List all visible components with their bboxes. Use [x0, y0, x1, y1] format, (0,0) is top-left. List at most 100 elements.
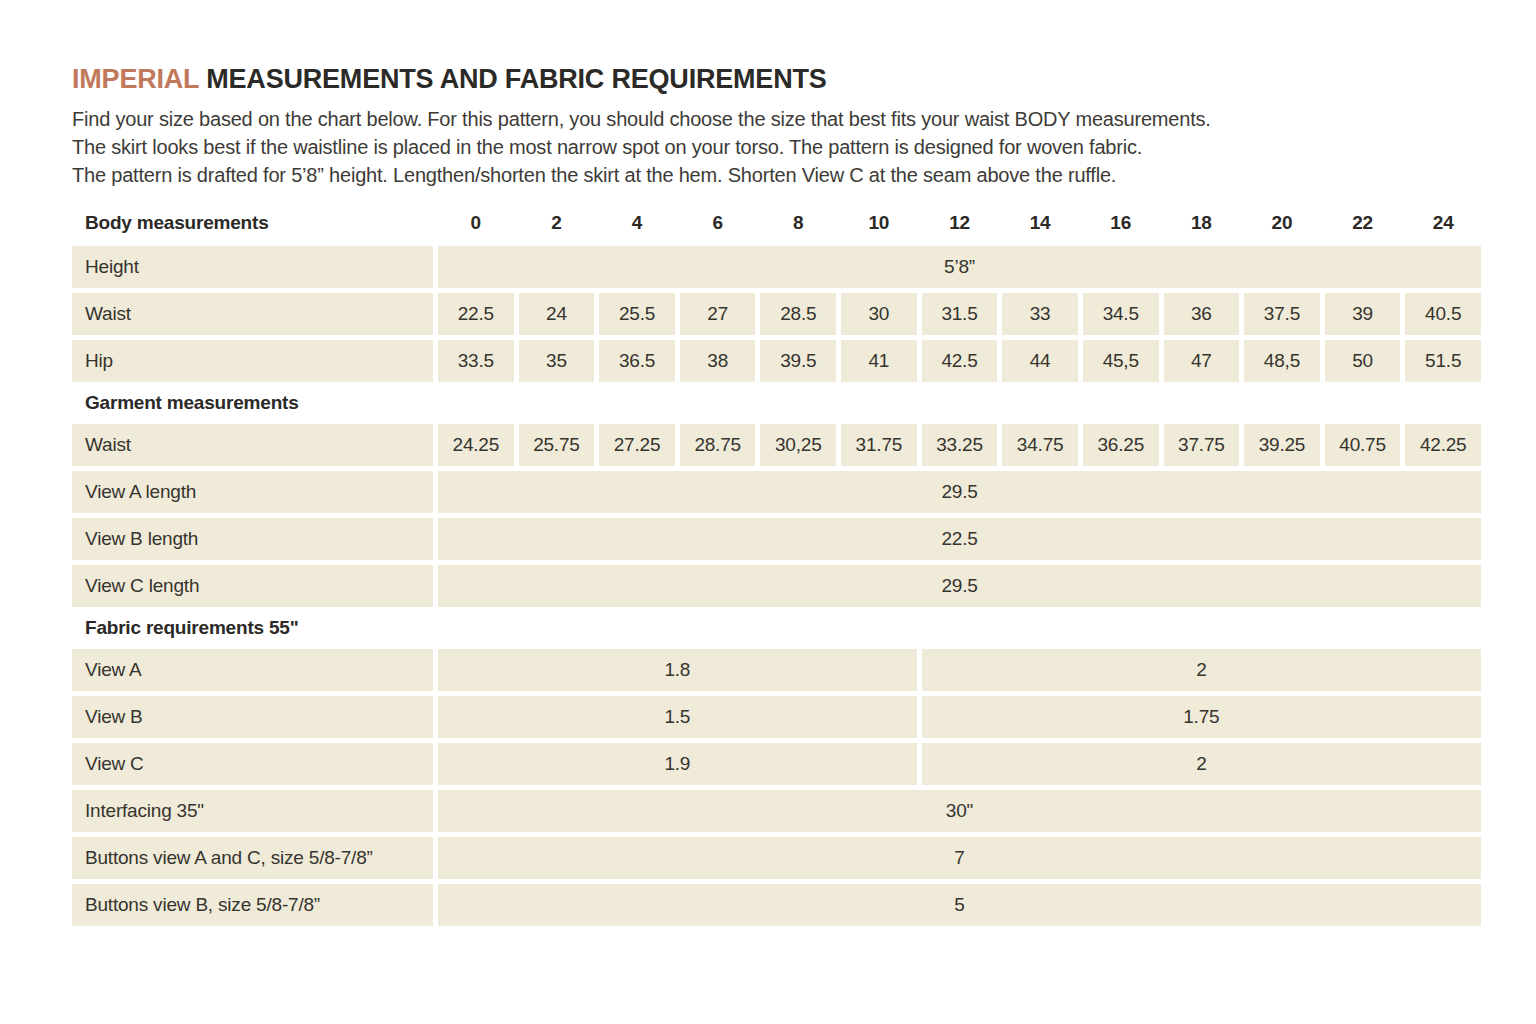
measurement-cell: 44 — [1002, 340, 1078, 382]
table-row: Interfacing 35"30" — [72, 790, 1481, 832]
measurement-cell: 27 — [680, 293, 756, 335]
size-column-header: 18 — [1164, 205, 1240, 241]
measurement-cell: 34.75 — [1002, 424, 1078, 466]
measurement-cell: 34.5 — [1083, 293, 1159, 335]
spanning-value-cell-left: 1.9 — [438, 743, 917, 785]
spanning-value-cell-right: 1.75 — [922, 696, 1481, 738]
measurement-cell: 27.25 — [599, 424, 675, 466]
table-row: View B1.51.75 — [72, 696, 1481, 738]
measurement-cell: 31.75 — [841, 424, 917, 466]
size-column-header: 22 — [1325, 205, 1401, 241]
row-label: View B — [72, 696, 433, 738]
measurement-cell: 28.75 — [680, 424, 756, 466]
size-column-header: 10 — [841, 205, 917, 241]
page: IMPERIAL MEASUREMENTS AND FABRIC REQUIRE… — [0, 0, 1536, 1024]
section-header: Fabric requirements 55" — [72, 612, 1481, 644]
row-label: Height — [72, 246, 433, 288]
measurement-cell: 25.75 — [519, 424, 595, 466]
spanning-value-cell-left: 1.8 — [438, 649, 917, 691]
table-row: View A1.82 — [72, 649, 1481, 691]
spanning-value-cell: 30" — [438, 790, 1481, 832]
measurement-cell: 30 — [841, 293, 917, 335]
section-header-row: Garment measurements — [72, 387, 1481, 419]
measurement-cell: 24 — [519, 293, 595, 335]
section-header-row: Fabric requirements 55" — [72, 612, 1481, 644]
row-label: View A — [72, 649, 433, 691]
measurement-table: Body measurements024681012141618202224He… — [72, 205, 1481, 926]
table-row: View C1.92 — [72, 743, 1481, 785]
measurement-cell: 22.5 — [438, 293, 514, 335]
spanning-value-cell: 7 — [438, 837, 1481, 879]
measurement-cell: 35 — [519, 340, 595, 382]
measurement-cell: 48,5 — [1244, 340, 1320, 382]
table-row: Waist22.52425.52728.53031.53334.53637.53… — [72, 293, 1481, 335]
measurement-cell: 31.5 — [922, 293, 998, 335]
measurement-cell: 39 — [1325, 293, 1401, 335]
row-label: Hip — [72, 340, 433, 382]
spanning-value-cell: 22.5 — [438, 518, 1481, 560]
row-label: Waist — [72, 293, 433, 335]
row-label: Buttons view A and C, size 5/8-7/8” — [72, 837, 433, 879]
table-row: Waist24.2525.7527.2528.7530,2531.7533.25… — [72, 424, 1481, 466]
table-row: Buttons view B, size 5/8-7/8”5 — [72, 884, 1481, 926]
row-label: Interfacing 35" — [72, 790, 433, 832]
measurement-cell: 33 — [1002, 293, 1078, 335]
measurement-cell: 40.5 — [1405, 293, 1481, 335]
size-column-header: 8 — [760, 205, 836, 241]
spanning-value-cell: 5’8” — [438, 246, 1481, 288]
spanning-value-cell-right: 2 — [922, 743, 1481, 785]
table-row: View B length22.5 — [72, 518, 1481, 560]
row-label: Buttons view B, size 5/8-7/8” — [72, 884, 433, 926]
measurement-cell: 45,5 — [1083, 340, 1159, 382]
row-label: View C — [72, 743, 433, 785]
size-column-header: 2 — [519, 205, 595, 241]
measurement-cell: 37.5 — [1244, 293, 1320, 335]
measurement-cell: 28.5 — [760, 293, 836, 335]
measurement-cell: 24.25 — [438, 424, 514, 466]
measurement-cell: 50 — [1325, 340, 1401, 382]
measurement-cell: 41 — [841, 340, 917, 382]
table-row: Hip33.53536.53839.54142.54445,54748,5505… — [72, 340, 1481, 382]
table-row: View C length29.5 — [72, 565, 1481, 607]
row-label: View B length — [72, 518, 433, 560]
size-column-header: 14 — [1002, 205, 1078, 241]
size-column-header: 16 — [1083, 205, 1159, 241]
size-column-header: 4 — [599, 205, 675, 241]
measurement-cell: 33.25 — [922, 424, 998, 466]
spanning-value-cell: 5 — [438, 884, 1481, 926]
size-column-header: 0 — [438, 205, 514, 241]
row-label: View A length — [72, 471, 433, 513]
measurement-cell: 30,25 — [760, 424, 836, 466]
spanning-value-cell-left: 1.5 — [438, 696, 917, 738]
table-header-row: Body measurements024681012141618202224 — [72, 205, 1481, 241]
table-row: Height5’8” — [72, 246, 1481, 288]
measurement-cell: 51.5 — [1405, 340, 1481, 382]
measurement-cell: 40.75 — [1325, 424, 1401, 466]
section-header: Garment measurements — [72, 387, 1481, 419]
table-row: View A length29.5 — [72, 471, 1481, 513]
measurement-cell: 36.25 — [1083, 424, 1159, 466]
spanning-value-cell-right: 2 — [922, 649, 1481, 691]
intro-line-3: The pattern is drafted for 5’8” height. … — [72, 161, 1481, 189]
size-column-header: 20 — [1244, 205, 1320, 241]
intro-line-1: Find your size based on the chart below.… — [72, 105, 1481, 133]
row-label: Waist — [72, 424, 433, 466]
measurement-cell: 33.5 — [438, 340, 514, 382]
content: IMPERIAL MEASUREMENTS AND FABRIC REQUIRE… — [72, 64, 1481, 926]
measurement-cell: 36 — [1164, 293, 1240, 335]
intro-line-2: The skirt looks best if the waistline is… — [72, 133, 1481, 161]
page-title: IMPERIAL MEASUREMENTS AND FABRIC REQUIRE… — [72, 64, 1481, 95]
page-title-rest: MEASUREMENTS AND FABRIC REQUIREMENTS — [206, 64, 826, 94]
row-label: View C length — [72, 565, 433, 607]
table-row: Buttons view A and C, size 5/8-7/8”7 — [72, 837, 1481, 879]
size-column-header: 24 — [1405, 205, 1481, 241]
page-title-accent: IMPERIAL — [72, 64, 199, 94]
measurement-cell: 47 — [1164, 340, 1240, 382]
measurement-cell: 38 — [680, 340, 756, 382]
spanning-value-cell: 29.5 — [438, 471, 1481, 513]
column-header-label: Body measurements — [72, 205, 433, 241]
measurement-cell: 36.5 — [599, 340, 675, 382]
size-column-header: 12 — [922, 205, 998, 241]
measurement-cell: 37.75 — [1164, 424, 1240, 466]
measurement-cell: 39.5 — [760, 340, 836, 382]
